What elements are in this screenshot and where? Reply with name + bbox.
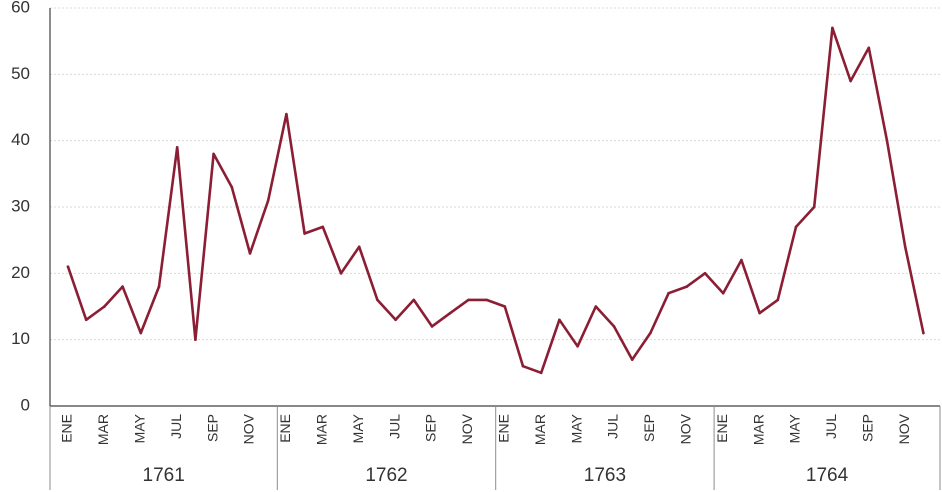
data-point-15: [339, 272, 343, 275]
data-point-27: [558, 318, 561, 322]
data-point-0: [66, 265, 70, 269]
y-tick-label-60: 60: [11, 0, 30, 16]
data-point-24: [503, 305, 507, 308]
data-point-9: [230, 185, 234, 189]
x-tick-label-1762-SEP: SEP: [423, 414, 439, 442]
data-point-47: [922, 331, 925, 335]
data-point-28: [576, 345, 579, 348]
data-point-36: [721, 291, 725, 295]
x-tick-label-1763-MAR: MAR: [532, 414, 548, 445]
data-point-17: [376, 298, 379, 302]
x-tick-label-1763-ENE: ENE: [496, 414, 512, 443]
data-point-13: [303, 232, 306, 235]
data-point-43: [849, 79, 852, 83]
data-point-39: [776, 298, 780, 302]
x-tick-label-1763-MAY: MAY: [568, 413, 584, 443]
y-axis-tick-labels: 0 10 20 30 40 50 60: [11, 0, 30, 414]
data-point-35: [703, 272, 707, 275]
x-tick-label-1761-MAY: MAY: [132, 413, 148, 443]
x-axis-month-labels: ENE MAR MAY JUL SEP NOV ENE MAR MAY JUL SEP NOV ENE M…: [59, 413, 912, 445]
data-point-22: [467, 298, 470, 302]
x-tick-label-1761-NOV: NOV: [241, 413, 257, 444]
x-tick-label-1761-ENE: ENE: [59, 414, 75, 443]
series-layer: [66, 26, 925, 375]
data-point-3: [121, 285, 124, 288]
data-point-46: [903, 245, 907, 249]
data-point-37: [740, 258, 743, 262]
x-tick-label-1764-MAR: MAR: [750, 414, 766, 445]
data-point-33: [667, 291, 670, 295]
data-point-18: [394, 318, 397, 322]
data-point-1: [84, 318, 88, 322]
x-tick-label-1764-ENE: ENE: [714, 414, 730, 443]
data-point-38: [758, 311, 761, 315]
data-point-2: [103, 305, 106, 308]
data-point-19: [412, 298, 416, 302]
y-tick-label-30: 30: [11, 196, 30, 215]
data-point-4: [139, 331, 143, 335]
data-point-42: [831, 26, 834, 30]
data-point-45: [885, 139, 889, 142]
data-point-26: [539, 371, 543, 375]
data-point-7: [194, 338, 197, 341]
year-label-1762: 1762: [365, 465, 407, 486]
x-tick-label-1762-MAR: MAR: [314, 414, 330, 445]
x-tick-label-1763-JUL: JUL: [605, 414, 621, 439]
year-label-1763: 1763: [584, 465, 626, 486]
data-point-20: [430, 325, 434, 328]
x-tick-label-1764-MAY: MAY: [787, 413, 803, 443]
data-point-29: [594, 305, 598, 308]
data-point-12: [285, 112, 288, 116]
x-tick-label-1761-JUL: JUL: [168, 414, 184, 439]
data-point-25: [521, 364, 525, 368]
data-point-11: [266, 199, 270, 202]
data-point-5: [157, 285, 161, 288]
y-tick-label-0: 0: [21, 395, 30, 414]
x-tick-label-1763-SEP: SEP: [641, 414, 657, 442]
x-tick-label-1762-MAY: MAY: [350, 413, 366, 443]
data-point-34: [685, 285, 689, 288]
x-tick-label-1762-ENE: ENE: [277, 414, 293, 443]
data-point-23: [485, 298, 488, 302]
x-axis-year-labels: 1761 1762 1763 1764: [143, 465, 849, 486]
data-point-41: [812, 205, 816, 209]
x-tick-label-1763-NOV: NOV: [678, 413, 694, 444]
data-point-21: [448, 311, 452, 315]
x-tick-label-1764-SEP: SEP: [860, 414, 876, 442]
data-point-40: [794, 225, 798, 229]
data-point-8: [212, 152, 215, 156]
y-tick-label-20: 20: [11, 263, 30, 282]
y-tick-label-40: 40: [11, 130, 30, 149]
data-point-30: [612, 325, 616, 328]
y-tick-label-10: 10: [11, 329, 30, 348]
axes: [49, 8, 941, 490]
year-label-1764: 1764: [806, 465, 849, 486]
x-tick-label-1764-JUL: JUL: [823, 414, 839, 439]
data-point-32: [649, 331, 652, 335]
x-tick-label-1761-SEP: SEP: [204, 414, 220, 442]
year-label-1761: 1761: [143, 465, 185, 486]
x-tick-label-1761-MAR: MAR: [95, 414, 111, 445]
data-point-6: [175, 146, 179, 149]
data-point-14: [321, 225, 325, 229]
x-tick-label-1764-NOV: NOV: [896, 413, 912, 444]
series-line-0: [66, 26, 925, 375]
data-point-31: [630, 358, 634, 361]
data-point-16: [357, 245, 361, 249]
data-point-44: [867, 46, 871, 50]
gridlines: [50, 7, 940, 341]
data-point-10: [248, 252, 252, 255]
y-tick-label-50: 50: [11, 64, 30, 83]
x-tick-label-1762-NOV: NOV: [459, 413, 475, 444]
x-tick-label-1762-JUL: JUL: [386, 414, 402, 439]
